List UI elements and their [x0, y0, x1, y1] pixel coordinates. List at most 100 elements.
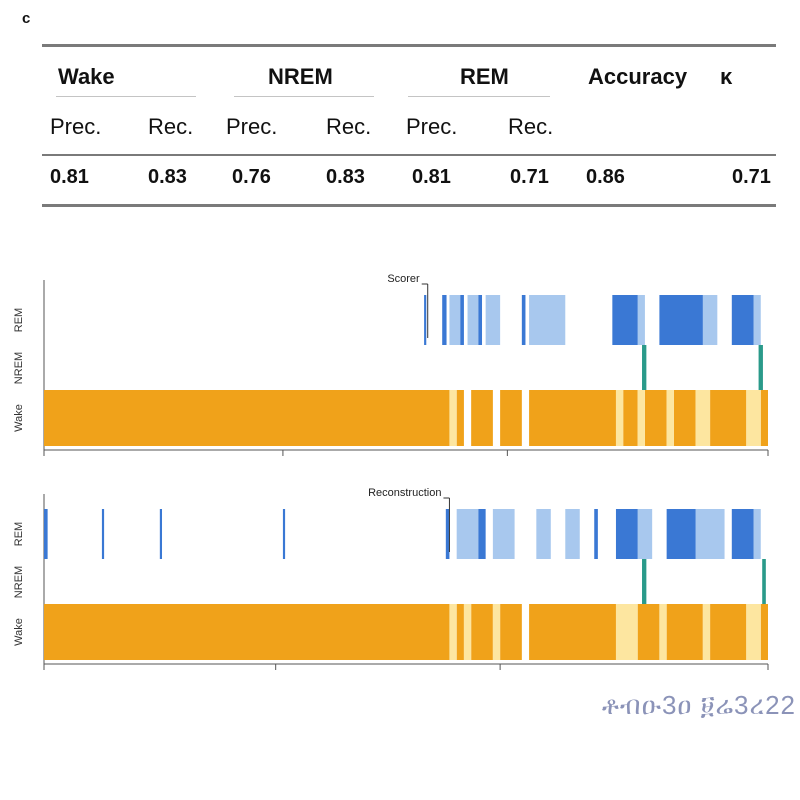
nrem-light-segment — [529, 295, 566, 345]
wake-segment — [471, 604, 493, 660]
nrem-segment — [44, 509, 48, 559]
wake-segment — [529, 390, 616, 446]
rem-segment — [642, 345, 647, 390]
subheader-rem-prec: Prec. — [406, 114, 458, 139]
nrem-segment — [731, 509, 754, 559]
hypnogram-charts: REM NREM Wake Scorer REM NREM Wake Reconstructi… — [0, 250, 800, 670]
wake-light-segment — [449, 390, 457, 446]
value-nrem-prec: 0.76 — [232, 166, 271, 188]
nrem-segment — [521, 295, 526, 345]
value-accuracy: 0.86 — [586, 166, 625, 188]
nrem-segment — [731, 295, 754, 345]
wake-segment — [760, 390, 768, 446]
nrem-light-segment — [536, 509, 551, 559]
rem-segment — [758, 345, 763, 390]
rem-segment — [642, 559, 647, 604]
wake-segment — [710, 390, 747, 446]
nrem-light-segment — [753, 509, 761, 559]
nrem-light-segment — [702, 295, 718, 345]
wake-light-segment — [695, 390, 711, 446]
header-wake: Wake — [58, 64, 115, 89]
wake-segment — [44, 390, 450, 446]
wake-segment — [456, 604, 464, 660]
wake-segment — [500, 390, 522, 446]
nrem-segment — [659, 295, 703, 345]
nrem-light-segment — [485, 295, 501, 345]
wake-segment — [637, 604, 660, 660]
nrem-light-segment — [492, 509, 515, 559]
wake-segment — [673, 390, 696, 446]
nrem-segment — [445, 509, 450, 559]
wake-light-segment — [615, 604, 638, 660]
table-top-rule — [42, 44, 776, 47]
nrem-light-segment — [456, 509, 479, 559]
nrem-segment — [159, 509, 163, 559]
header-accuracy: Accuracy — [588, 64, 688, 89]
header-rem: REM — [460, 64, 509, 89]
wake-group-underline — [56, 96, 196, 97]
wake-segment — [500, 604, 522, 660]
subheader-wake-prec: Prec. — [50, 114, 102, 139]
nrem-segment — [442, 295, 447, 345]
value-rem-prec: 0.81 — [412, 166, 451, 188]
nrem-light-segment — [695, 509, 725, 559]
wake-segment — [760, 604, 768, 660]
wake-light-segment — [449, 604, 457, 660]
rem-group-underline — [408, 96, 550, 97]
wake-segment — [644, 390, 667, 446]
nrem-light-segment — [637, 509, 653, 559]
wake-light-segment — [492, 604, 501, 660]
wake-light-segment — [746, 390, 761, 446]
y-tick-label-rem: REM — [13, 522, 25, 546]
watermark-text: ቶብዑ3ዐ ፱ሬ3ረ22 — [601, 690, 796, 720]
nrem-light-segment — [467, 295, 479, 345]
y-tick-label-rem: REM — [13, 308, 25, 332]
panel-label: c — [22, 10, 31, 27]
hypnogram-svg: REM NREM Wake Scorer REM NREM Wake Reconstructi… — [13, 273, 769, 670]
y-tick-label-nrem: NREM — [13, 566, 25, 598]
nrem-light-segment — [753, 295, 761, 345]
nrem-segment — [612, 295, 638, 345]
nrem-segment — [282, 509, 286, 559]
value-wake-prec: 0.81 — [50, 166, 89, 188]
table-mid-rule — [42, 154, 776, 156]
y-tick-label-wake: Wake — [13, 618, 25, 646]
wake-segment — [623, 390, 638, 446]
wake-light-segment — [666, 390, 674, 446]
value-wake-rec: 0.83 — [148, 166, 187, 188]
nrem-light-segment — [637, 295, 645, 345]
nrem-segment — [478, 295, 483, 345]
annotation-label: Reconstruction — [368, 487, 441, 499]
wake-light-segment — [637, 390, 645, 446]
nrem-group-underline — [234, 96, 374, 97]
nrem-segment — [594, 509, 598, 559]
subheader-wake-rec: Rec. — [148, 114, 194, 139]
wake-light-segment — [615, 390, 624, 446]
wake-segment — [710, 604, 747, 660]
wake-segment — [529, 604, 616, 660]
wake-segment — [456, 390, 464, 446]
nrem-segment — [460, 295, 464, 345]
nrem-segment — [101, 509, 105, 559]
metrics-table: Wake NREM REM Accuracy κ Prec. Rec. Prec… — [42, 44, 776, 212]
rem-segment — [762, 559, 766, 604]
nrem-light-segment — [449, 295, 461, 345]
nrem-segment — [666, 509, 696, 559]
nrem-segment — [424, 295, 427, 345]
y-tick-label-nrem: NREM — [13, 352, 25, 384]
wake-segment — [666, 604, 703, 660]
table-bottom-rule — [42, 204, 776, 207]
wake-light-segment — [463, 604, 472, 660]
wake-segment — [44, 604, 450, 660]
nrem-segment — [478, 509, 486, 559]
annotation-label: Scorer — [387, 273, 420, 285]
value-nrem-rec: 0.83 — [326, 166, 365, 188]
subheader-nrem-prec: Prec. — [226, 114, 278, 139]
wake-segment — [471, 390, 493, 446]
header-nrem: NREM — [268, 64, 333, 89]
header-kappa: κ — [720, 64, 733, 89]
nrem-segment — [615, 509, 638, 559]
wake-light-segment — [659, 604, 667, 660]
subheader-nrem-rec: Rec. — [326, 114, 372, 139]
subheader-rem-rec: Rec. — [508, 114, 554, 139]
